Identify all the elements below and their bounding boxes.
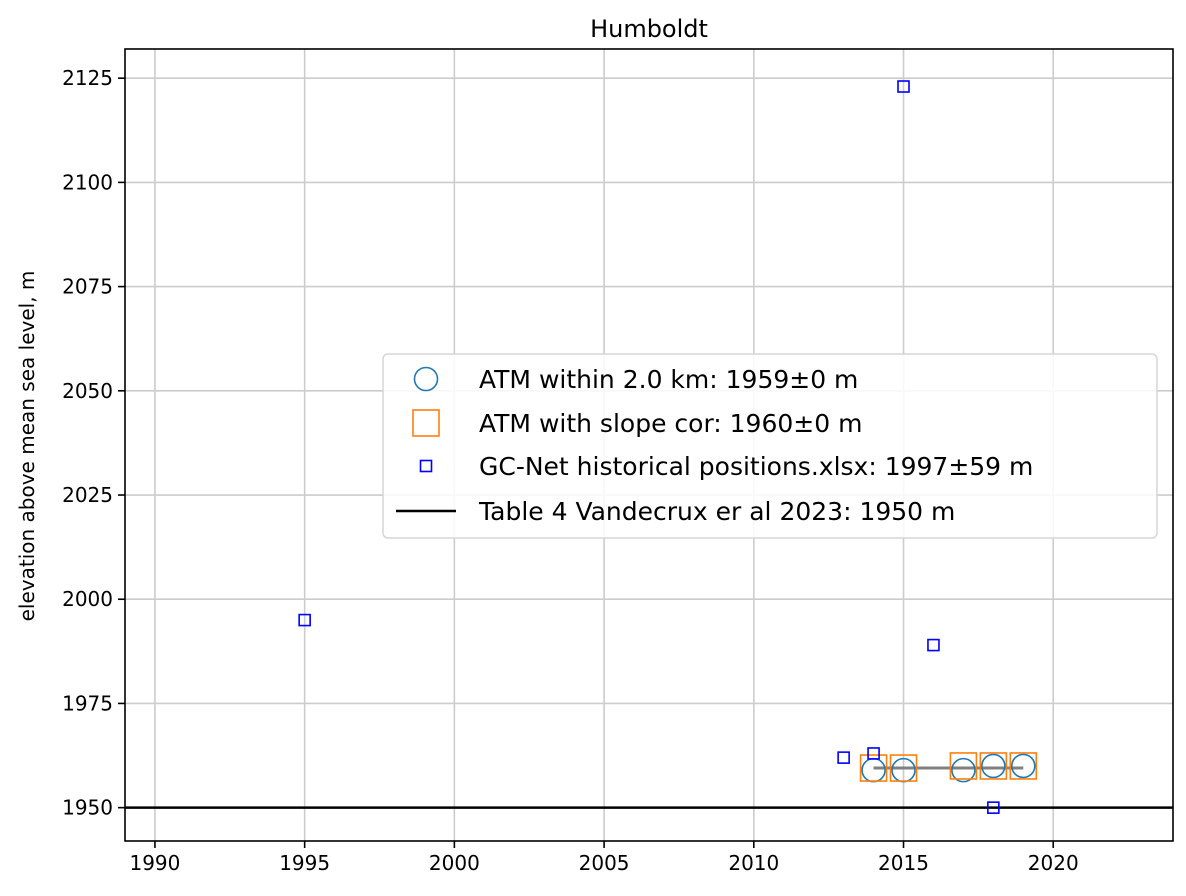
y-tick-label: 1975 xyxy=(62,691,113,715)
legend-entry-label: ATM with slope cor: 1960±0 m xyxy=(479,409,862,438)
atm-point xyxy=(861,757,886,783)
points-layer xyxy=(298,80,1038,814)
x-tick-label: 1990 xyxy=(129,851,180,875)
x-tick-label: 1995 xyxy=(279,851,330,875)
y-tick-label: 2050 xyxy=(62,379,113,403)
y-tick-label: 1950 xyxy=(62,796,113,820)
legend-marker-small-square xyxy=(419,459,433,473)
legend-entry-label: GC-Net historical positions.xlsx: 1997±5… xyxy=(479,452,1033,481)
gcnet-point xyxy=(298,613,311,627)
y-tick-label: 2100 xyxy=(62,170,113,194)
legend-box xyxy=(382,353,1158,539)
gcnet-point xyxy=(987,801,1000,814)
legend-marker-square xyxy=(412,409,440,437)
legend: ATM within 2.0 km: 1959±0 m ATM with slop… xyxy=(382,353,1158,539)
x-tick-label: 2000 xyxy=(429,851,480,875)
atm-slope-point xyxy=(1009,752,1038,780)
y-tick-label: 2075 xyxy=(62,275,113,299)
legend-marker-circle xyxy=(413,366,439,392)
axes-layer: 1990 1995 2000 2005 2010 2015 2020 1950 1975 2000… xyxy=(62,48,1174,875)
x-tick-label: 2020 xyxy=(1028,851,1079,875)
gcnet-point xyxy=(897,80,910,93)
atm-slope-point xyxy=(949,752,978,780)
legend-entry-label: Table 4 Vandecrux er al 2023: 1950 m xyxy=(478,497,955,526)
atm-point xyxy=(981,753,1006,779)
y-axis-label: elevation above mean sea level, m xyxy=(15,271,39,622)
y-tick-label: 2125 xyxy=(62,66,113,90)
x-tick-label: 2005 xyxy=(579,851,630,875)
chart-title: Humboldt xyxy=(590,15,708,43)
atm-slope-point xyxy=(859,754,888,782)
atm-slope-point xyxy=(979,752,1008,780)
gcnet-point xyxy=(867,747,880,760)
gcnet-point xyxy=(837,751,850,764)
x-tick-label: 2015 xyxy=(878,851,929,875)
y-tick-label: 2025 xyxy=(62,483,113,507)
atm-slope-point xyxy=(889,754,918,782)
plot-frame xyxy=(124,48,1174,842)
y-tick-label: 2000 xyxy=(62,587,113,611)
atm-point xyxy=(1010,753,1036,779)
x-tick-label: 2010 xyxy=(728,851,779,875)
atm-point xyxy=(951,757,976,783)
gcnet-point xyxy=(927,638,940,652)
legend-entry-label: ATM within 2.0 km: 1959±0 m xyxy=(479,365,858,394)
